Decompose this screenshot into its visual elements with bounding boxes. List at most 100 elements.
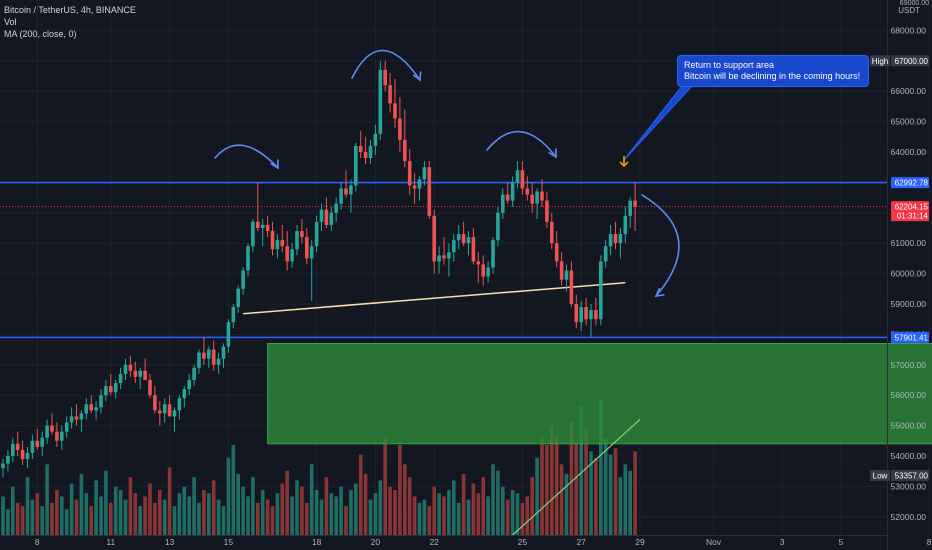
volume-bar (437, 493, 441, 535)
head-arc (351, 49, 421, 81)
volume-bar (407, 477, 412, 535)
volume-bar (530, 477, 534, 535)
candle-body (550, 221, 554, 244)
candle-body (158, 410, 162, 414)
volume-bar (256, 502, 260, 535)
volume-bar (550, 425, 554, 535)
candle-body (373, 133, 378, 146)
volume-bar (329, 493, 334, 535)
ma-indicator-label[interactable]: MA (200, close, 0) (4, 29, 77, 39)
candle (118, 367, 123, 390)
price-label-bg (891, 55, 929, 67)
right-shoulder-arc (486, 130, 557, 158)
candle-body (207, 349, 211, 359)
price-tick-label: 64000.00 (891, 147, 927, 157)
symbol-title[interactable]: Bitcoin / TetherUS, 4h, BINANCE (4, 5, 136, 15)
volume-bar (319, 499, 324, 535)
candle (40, 431, 44, 456)
candle (1, 459, 5, 478)
candle (403, 109, 407, 168)
chart-legend: Bitcoin / TetherUS, 4h, BINANCE Vol MA (… (4, 4, 136, 40)
volume-bar (461, 473, 466, 535)
candle-body (545, 200, 549, 222)
volume-bar (300, 486, 304, 535)
candle-body (64, 422, 69, 432)
candle-body (123, 364, 128, 374)
candle (491, 237, 495, 274)
price-tick-label: 66000.00 (891, 86, 927, 96)
price-tick-label: 55000.00 (891, 421, 927, 431)
volume-bar (89, 506, 93, 535)
volume-bar (510, 490, 515, 535)
candle-body (182, 389, 187, 399)
volume-bar (1, 496, 5, 535)
candle-body (128, 364, 133, 371)
volume-bar (69, 483, 74, 535)
candle-body (1, 463, 5, 469)
candle-body (324, 209, 329, 225)
candle-body (167, 404, 172, 417)
candle-body (30, 440, 35, 453)
candle (295, 224, 299, 256)
candle (358, 130, 363, 159)
volume-bar (143, 496, 147, 535)
candle (594, 297, 598, 326)
candle-body (481, 264, 485, 277)
candle-body (99, 395, 103, 408)
price-tick-label: 56000.00 (891, 390, 927, 400)
candle (167, 395, 172, 417)
candle-body (349, 185, 353, 195)
volume-bar (589, 451, 593, 535)
candle-body (496, 212, 500, 241)
candle-body (211, 349, 216, 365)
volume-bar (579, 406, 583, 535)
volume-bar (290, 496, 294, 535)
candle-body (427, 167, 432, 216)
volume-bar (270, 506, 275, 535)
volume-bar (84, 493, 89, 535)
candle-body (55, 431, 59, 441)
candle-body (197, 352, 201, 368)
demand-zone (267, 342, 932, 445)
volume-bar (383, 438, 387, 535)
volume-bar (525, 496, 530, 535)
price-tick-label: 68000.00 (891, 25, 927, 35)
right-shoulder-arrowhead (548, 148, 557, 159)
candle-body (216, 358, 221, 365)
price-tick-label: 59000.00 (891, 299, 927, 309)
volume-bar (442, 496, 446, 535)
time-axis[interactable]: 8 11 13 15 18 20 22 25 27 29 Nov 3 5 8 (0, 535, 932, 548)
candle (501, 188, 505, 219)
candle (520, 161, 525, 195)
candle-body (109, 386, 113, 393)
candle-body (319, 209, 324, 222)
candle (25, 446, 30, 469)
candle-body (354, 145, 358, 186)
candle (113, 379, 118, 399)
candle-body (530, 194, 534, 204)
time-tick-label: 13 (165, 537, 175, 547)
volume-bar (236, 473, 240, 535)
candle (427, 161, 432, 219)
price-label: 67000.00 (895, 57, 929, 66)
candle (584, 297, 588, 326)
volume-indicator-label[interactable]: Vol (4, 17, 17, 27)
candle (128, 355, 133, 377)
volume-bar (231, 445, 236, 535)
candle (334, 197, 338, 222)
volume-bar (471, 483, 476, 535)
candle (373, 124, 378, 156)
candle (143, 358, 147, 380)
candle-body (148, 379, 152, 396)
candle (383, 60, 387, 92)
arc-arrows (214, 49, 680, 297)
candle-body (608, 234, 613, 247)
analysis-callout[interactable]: Return to support area Bitcoin will be d… (677, 55, 869, 87)
candle-body (300, 231, 304, 238)
candle (305, 227, 309, 265)
volume-bar (358, 454, 363, 535)
time-tick-label: 18 (312, 537, 322, 547)
candle-body (618, 234, 623, 244)
